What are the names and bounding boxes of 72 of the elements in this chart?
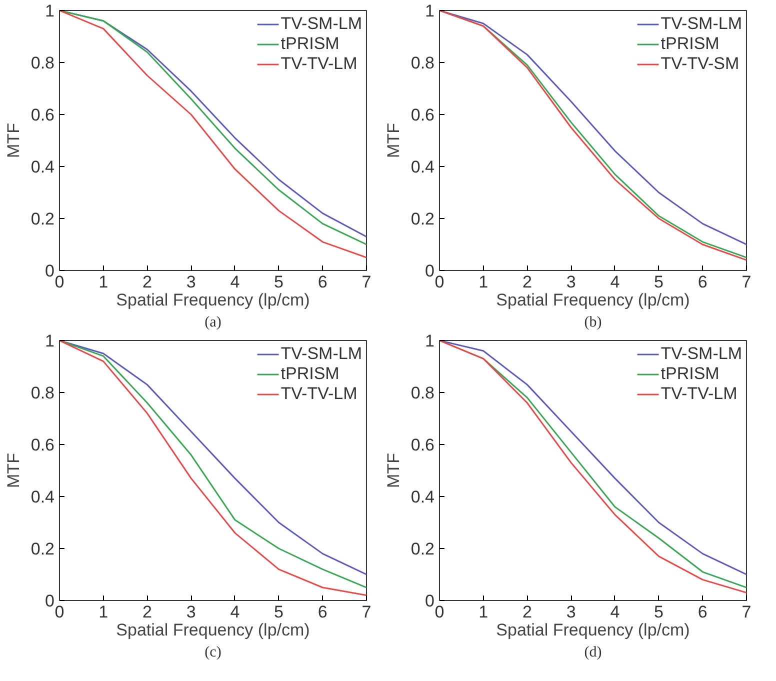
y-axis-title: MTF — [384, 453, 403, 488]
y-tick-label: 1 — [45, 332, 55, 350]
legend-label: tPRISM — [280, 364, 340, 384]
x-axis-title: Spatial Frequency (lp/cm) — [116, 620, 310, 640]
x-tick-label: 1 — [98, 602, 108, 622]
x-axis-title: Spatial Frequency (lp/cm) — [116, 290, 310, 310]
legend-label: TV-TV-LM — [280, 54, 358, 74]
y-axis-title: MTF — [384, 123, 403, 158]
y-tick-label: 0.8 — [410, 384, 435, 402]
legend-label: TV-SM-LM — [660, 14, 742, 34]
x-tick-label: 5 — [654, 272, 664, 292]
x-axis-title: Spatial Frequency (lp/cm) — [496, 620, 690, 640]
y-tick-label: 1 — [45, 2, 55, 20]
legend-label: TV-SM-LM — [280, 14, 362, 34]
y-tick-label: 1 — [425, 332, 435, 350]
x-tick-label: 7 — [742, 602, 752, 622]
y-tick-label: 0.4 — [410, 488, 435, 506]
legend-label: TV-SM-LM — [660, 344, 742, 364]
y-tick-label: 0.2 — [30, 210, 55, 228]
y-tick-label: 0.6 — [30, 106, 55, 124]
x-tick-label: 4 — [230, 272, 240, 292]
x-tick-label: 7 — [742, 272, 752, 292]
legend-label: TV-TV-LM — [280, 384, 358, 404]
x-tick-label: 6 — [698, 602, 708, 622]
x-tick-label: 6 — [318, 272, 328, 292]
x-tick-label: 3 — [566, 272, 576, 292]
text: (d) — [584, 644, 602, 660]
legend-label: TV-TV-SM — [660, 54, 740, 74]
y-tick-label: 0.4 — [30, 158, 55, 176]
y-tick-label: 0.2 — [410, 540, 435, 558]
x-tick-label: 2 — [522, 602, 532, 622]
x-tick-label: 7 — [362, 602, 372, 622]
y-tick-label: 0.4 — [30, 488, 55, 506]
y-tick-label: 0.6 — [30, 436, 55, 454]
x-tick-label: 4 — [230, 602, 240, 622]
x-tick-label: 3 — [186, 602, 196, 622]
x-tick-label: 6 — [698, 272, 708, 292]
x-tick-label: 3 — [186, 272, 196, 292]
x-tick-label: 2 — [142, 602, 152, 622]
x-tick-label: 5 — [274, 602, 284, 622]
x-tick-label: 2 — [142, 272, 152, 292]
text: (a) — [204, 314, 222, 330]
x-tick-label: 4 — [610, 602, 620, 622]
y-tick-label: 0.6 — [410, 106, 435, 124]
x-tick-label: 5 — [274, 272, 284, 292]
x-tick-label: 1 — [478, 602, 488, 622]
y-axis-title: MTF — [4, 123, 23, 158]
legend-label: tPRISM — [660, 364, 720, 384]
text: (b) — [584, 314, 602, 330]
y-tick-label: 0.2 — [30, 540, 55, 558]
x-tick-label: 6 — [318, 602, 328, 622]
x-tick-label: 4 — [610, 272, 620, 292]
x-tick-label: 1 — [98, 272, 108, 292]
y-tick-label: 1 — [425, 2, 435, 20]
y-tick-label: 0.6 — [410, 436, 435, 454]
y-tick-label: 0.2 — [410, 210, 435, 228]
x-tick-label: 1 — [478, 272, 488, 292]
legend-label: TV-TV-LM — [660, 384, 738, 404]
text: (c) — [204, 644, 222, 660]
x-tick-label: 7 — [362, 272, 372, 292]
x-axis-title: Spatial Frequency (lp/cm) — [496, 290, 690, 310]
y-axis-title: MTF — [4, 453, 23, 488]
x-tick-label: 3 — [566, 602, 576, 622]
y-tick-label: 0.8 — [30, 384, 55, 402]
y-tick-label: 0.8 — [30, 54, 55, 72]
x-tick-label: 5 — [654, 602, 664, 622]
y-tick-label: 0.4 — [410, 158, 435, 176]
legend-label: TV-SM-LM — [280, 344, 362, 364]
legend-label: tPRISM — [660, 34, 720, 54]
x-tick-label: 2 — [522, 272, 532, 292]
y-tick-label: 0.8 — [410, 54, 435, 72]
legend-label: tPRISM — [280, 34, 340, 54]
